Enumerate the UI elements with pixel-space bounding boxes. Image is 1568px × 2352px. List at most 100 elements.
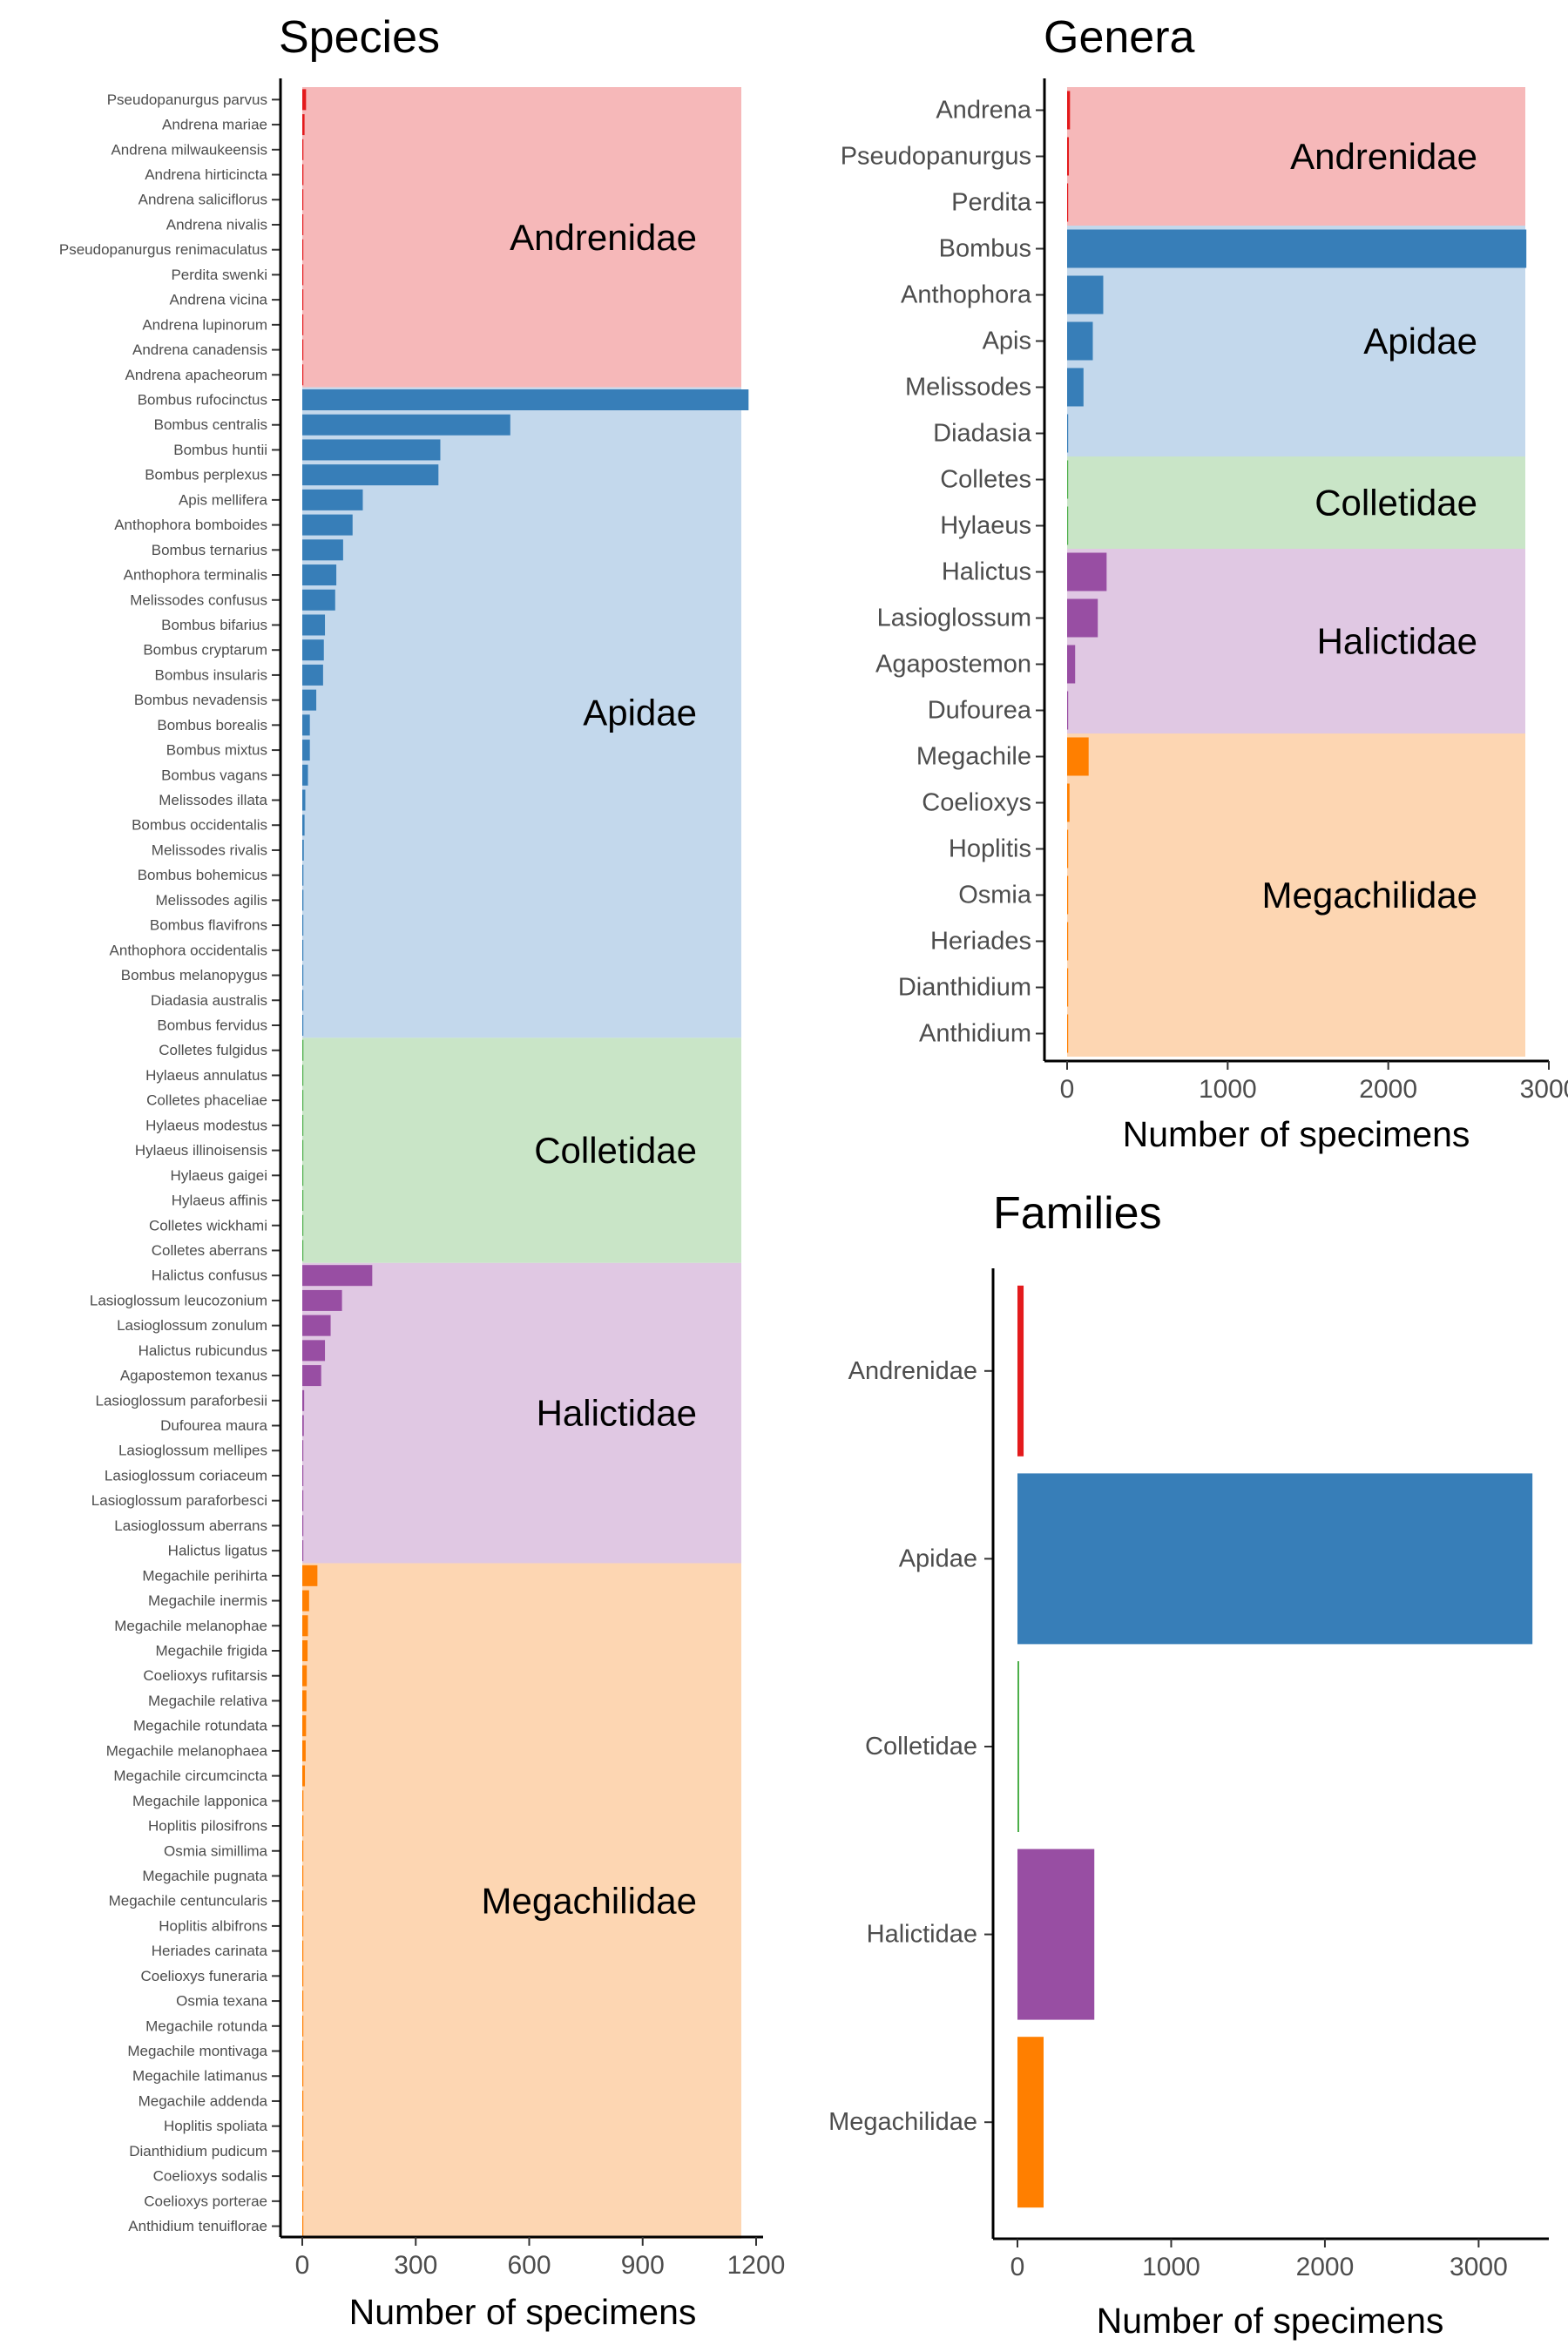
species-tick-label-andrena-lupinorum: Andrena lupinorum (142, 316, 267, 333)
species-family-label-apidae: Apidae (583, 693, 697, 733)
species-bar-halictus-rubicundus (302, 1340, 326, 1362)
species-tick-label-bombus-borealis: Bombus borealis (157, 717, 267, 733)
species-bar-megachile-relativa (302, 1690, 307, 1712)
species-tick-label-lasioglossum-paraforbesii: Lasioglossum paraforbesii (96, 1392, 268, 1409)
genera-title: Genera (1044, 12, 1195, 63)
genera-tick-label-agapostemon: Agapostemon (875, 651, 1031, 679)
species-tick-label-megachile-circumcincta: Megachile circumcincta (113, 1767, 267, 1784)
species-bar-bombus-cryptarum (302, 639, 324, 661)
species-tick-label-andrena-milwaukeensis: Andrena milwaukeensis (111, 141, 267, 158)
species-bar-megachile-lapponica (302, 1790, 304, 1812)
species-family-band-andrenidae (302, 87, 741, 388)
species-tick-label-bombus-bohemicus: Bombus bohemicus (138, 867, 267, 883)
genera-tick-label-perdita: Perdita (951, 189, 1032, 217)
species-bar-hoplitis-albifrons (302, 1915, 304, 1936)
species-family-band-apidae (302, 387, 741, 1038)
species-bar-andrena-nivalis (302, 213, 304, 235)
species-tick-label-melissodes-rivalis: Melissodes rivalis (152, 841, 267, 858)
species-bar-bombus-vagans (302, 764, 308, 786)
species-tick-label-bombus-melanopygus: Bombus melanopygus (121, 967, 267, 983)
species-bar-hoplitis-spoliata (302, 2115, 304, 2137)
genera-bar-agapostemon (1067, 645, 1076, 684)
genera-bar-anthidium (1067, 1014, 1069, 1053)
species-tick-label-lasioglossum-leucozonium: Lasioglossum leucozonium (90, 1292, 267, 1308)
species-family-label-megachilidae: Megachilidae (482, 1881, 698, 1922)
species-x-tick-300: 300 (394, 2251, 437, 2280)
species-family-band-halictidae (302, 1262, 741, 1564)
species-tick-label-osmia-simillima: Osmia simillima (164, 1842, 268, 1859)
genera-bar-lasioglossum (1067, 598, 1098, 638)
species-bar-megachile-circumcincta (302, 1765, 306, 1787)
species-bar-hylaeus-affinis (302, 1190, 304, 1212)
genera-panel: Andrena Pseudopanurgus Perdita Andrenidae Bo… (841, 78, 1568, 1104)
families-x-tick-2000: 2000 (1296, 2253, 1355, 2281)
genera-tick-label-hylaeus: Hylaeus (940, 512, 1031, 540)
species-tick-label-halictus-rubicundus: Halictus rubicundus (139, 1342, 267, 1359)
species-bar-megachile-montivaga (302, 2040, 304, 2062)
species-tick-label-hylaeus-modestus: Hylaeus modestus (145, 1117, 267, 1133)
species-bar-perdita-swenki (302, 264, 304, 286)
species-bar-andrena-lupinorum (302, 314, 304, 335)
species-tick-label-dufourea-maura: Dufourea maura (160, 1417, 267, 1434)
species-tick-label-hylaeus-affinis: Hylaeus affinis (172, 1193, 267, 1209)
species-bar-coelioxys-funeraria (302, 1965, 304, 1987)
species-bar-heriades-carinata (302, 1940, 304, 1962)
species-bar-bombus-melanopygus (302, 964, 304, 986)
families-bar-andrenidae (1017, 1285, 1024, 1456)
families-tick-label-halictidae: Halictidae (867, 1921, 977, 1949)
species-bar-bombus-bohemicus (302, 864, 304, 886)
species-bar-anthophora-bomboides (302, 514, 353, 536)
species-bar-megachile-perihirta (302, 1565, 318, 1586)
species-tick-label-anthophora-occidentalis: Anthophora occidentalis (110, 942, 267, 958)
species-tick-label-colletes-fulgidus: Colletes fulgidus (159, 1042, 267, 1058)
species-bar-melissodes-agilis (302, 889, 304, 911)
species-tick-label-bombus-cryptarum: Bombus cryptarum (143, 642, 267, 659)
species-bar-bombus-borealis (302, 714, 310, 736)
species-bar-hylaeus-modestus (302, 1114, 304, 1136)
genera-bar-megachile (1067, 737, 1089, 776)
families-title: Families (993, 1188, 1162, 1239)
species-tick-label-coelioxys-sodalis: Coelioxys sodalis (153, 2168, 267, 2185)
species-bar-bombus-nevadensis (302, 689, 317, 711)
genera-bar-dianthidium (1067, 968, 1069, 1007)
species-bar-hylaeus-annulatus (302, 1064, 304, 1086)
species-x-tick-1200: 1200 (727, 2251, 786, 2280)
species-bar-hylaeus-illinoisensis (302, 1139, 304, 1161)
species-bar-lasioglossum-leucozonium (302, 1289, 342, 1311)
species-tick-label-anthophora-terminalis: Anthophora terminalis (124, 567, 267, 584)
families-x-tick-0: 0 (1010, 2253, 1025, 2281)
species-tick-label-osmia-texana: Osmia texana (176, 1993, 267, 2010)
genera-tick-label-anthidium: Anthidium (919, 1020, 1031, 1048)
species-bar-anthophora-occidentalis (302, 939, 304, 961)
species-tick-label-lasioglossum-aberrans: Lasioglossum aberrans (114, 1517, 267, 1534)
genera-bar-coelioxys (1067, 783, 1070, 822)
species-tick-label-melissodes-illata: Melissodes illata (159, 792, 267, 808)
genera-tick-label-coelioxys: Coelioxys (922, 789, 1031, 817)
species-tick-label-agapostemon-texanus: Agapostemon texanus (120, 1368, 267, 1384)
species-tick-label-megachile-pugnata: Megachile pugnata (142, 1868, 267, 1884)
species-tick-label-hoplitis-pilosifrons: Hoplitis pilosifrons (148, 1818, 267, 1835)
species-tick-label-bombus-huntii: Bombus huntii (173, 442, 267, 458)
species-bar-hylaeus-gaigei (302, 1165, 304, 1186)
species-tick-label-halictus-ligatus: Halictus ligatus (168, 1543, 267, 1559)
species-tick-label-coelioxys-rufitarsis: Coelioxys rufitarsis (143, 1667, 267, 1684)
genera-bar-diadasia (1067, 414, 1069, 453)
families-bar-colletidae (1017, 1661, 1019, 1832)
species-tick-label-bombus-nevadensis: Bombus nevadensis (134, 692, 267, 708)
species-bar-pseudopanurgus-parvus (302, 89, 307, 111)
species-bar-andrena-saliciflorus (302, 189, 304, 211)
species-tick-label-andrena-canadensis: Andrena canadensis (132, 341, 267, 358)
genera-tick-label-halictus: Halictus (942, 558, 1031, 586)
species-bar-melissodes-confusus (302, 589, 335, 611)
genera-bar-colletes (1067, 460, 1069, 499)
species-title: Species (279, 12, 440, 63)
species-bar-bombus-huntii (302, 439, 441, 461)
genera-family-label-andrenidae: Andrenidae (1290, 136, 1477, 177)
species-tick-label-andrena-vicina: Andrena vicina (170, 292, 268, 308)
genera-bar-bombus (1067, 229, 1527, 268)
species-tick-label-hoplitis-spoliata: Hoplitis spoliata (164, 2118, 268, 2134)
species-tick-label-pseudopanurgus-parvus: Pseudopanurgus parvus (107, 91, 267, 108)
species-tick-label-andrena-nivalis: Andrena nivalis (166, 216, 267, 233)
species-tick-label-megachile-melanophaea: Megachile melanophaea (106, 1742, 268, 1759)
genera-tick-label-dianthidium: Dianthidium (898, 974, 1031, 1002)
